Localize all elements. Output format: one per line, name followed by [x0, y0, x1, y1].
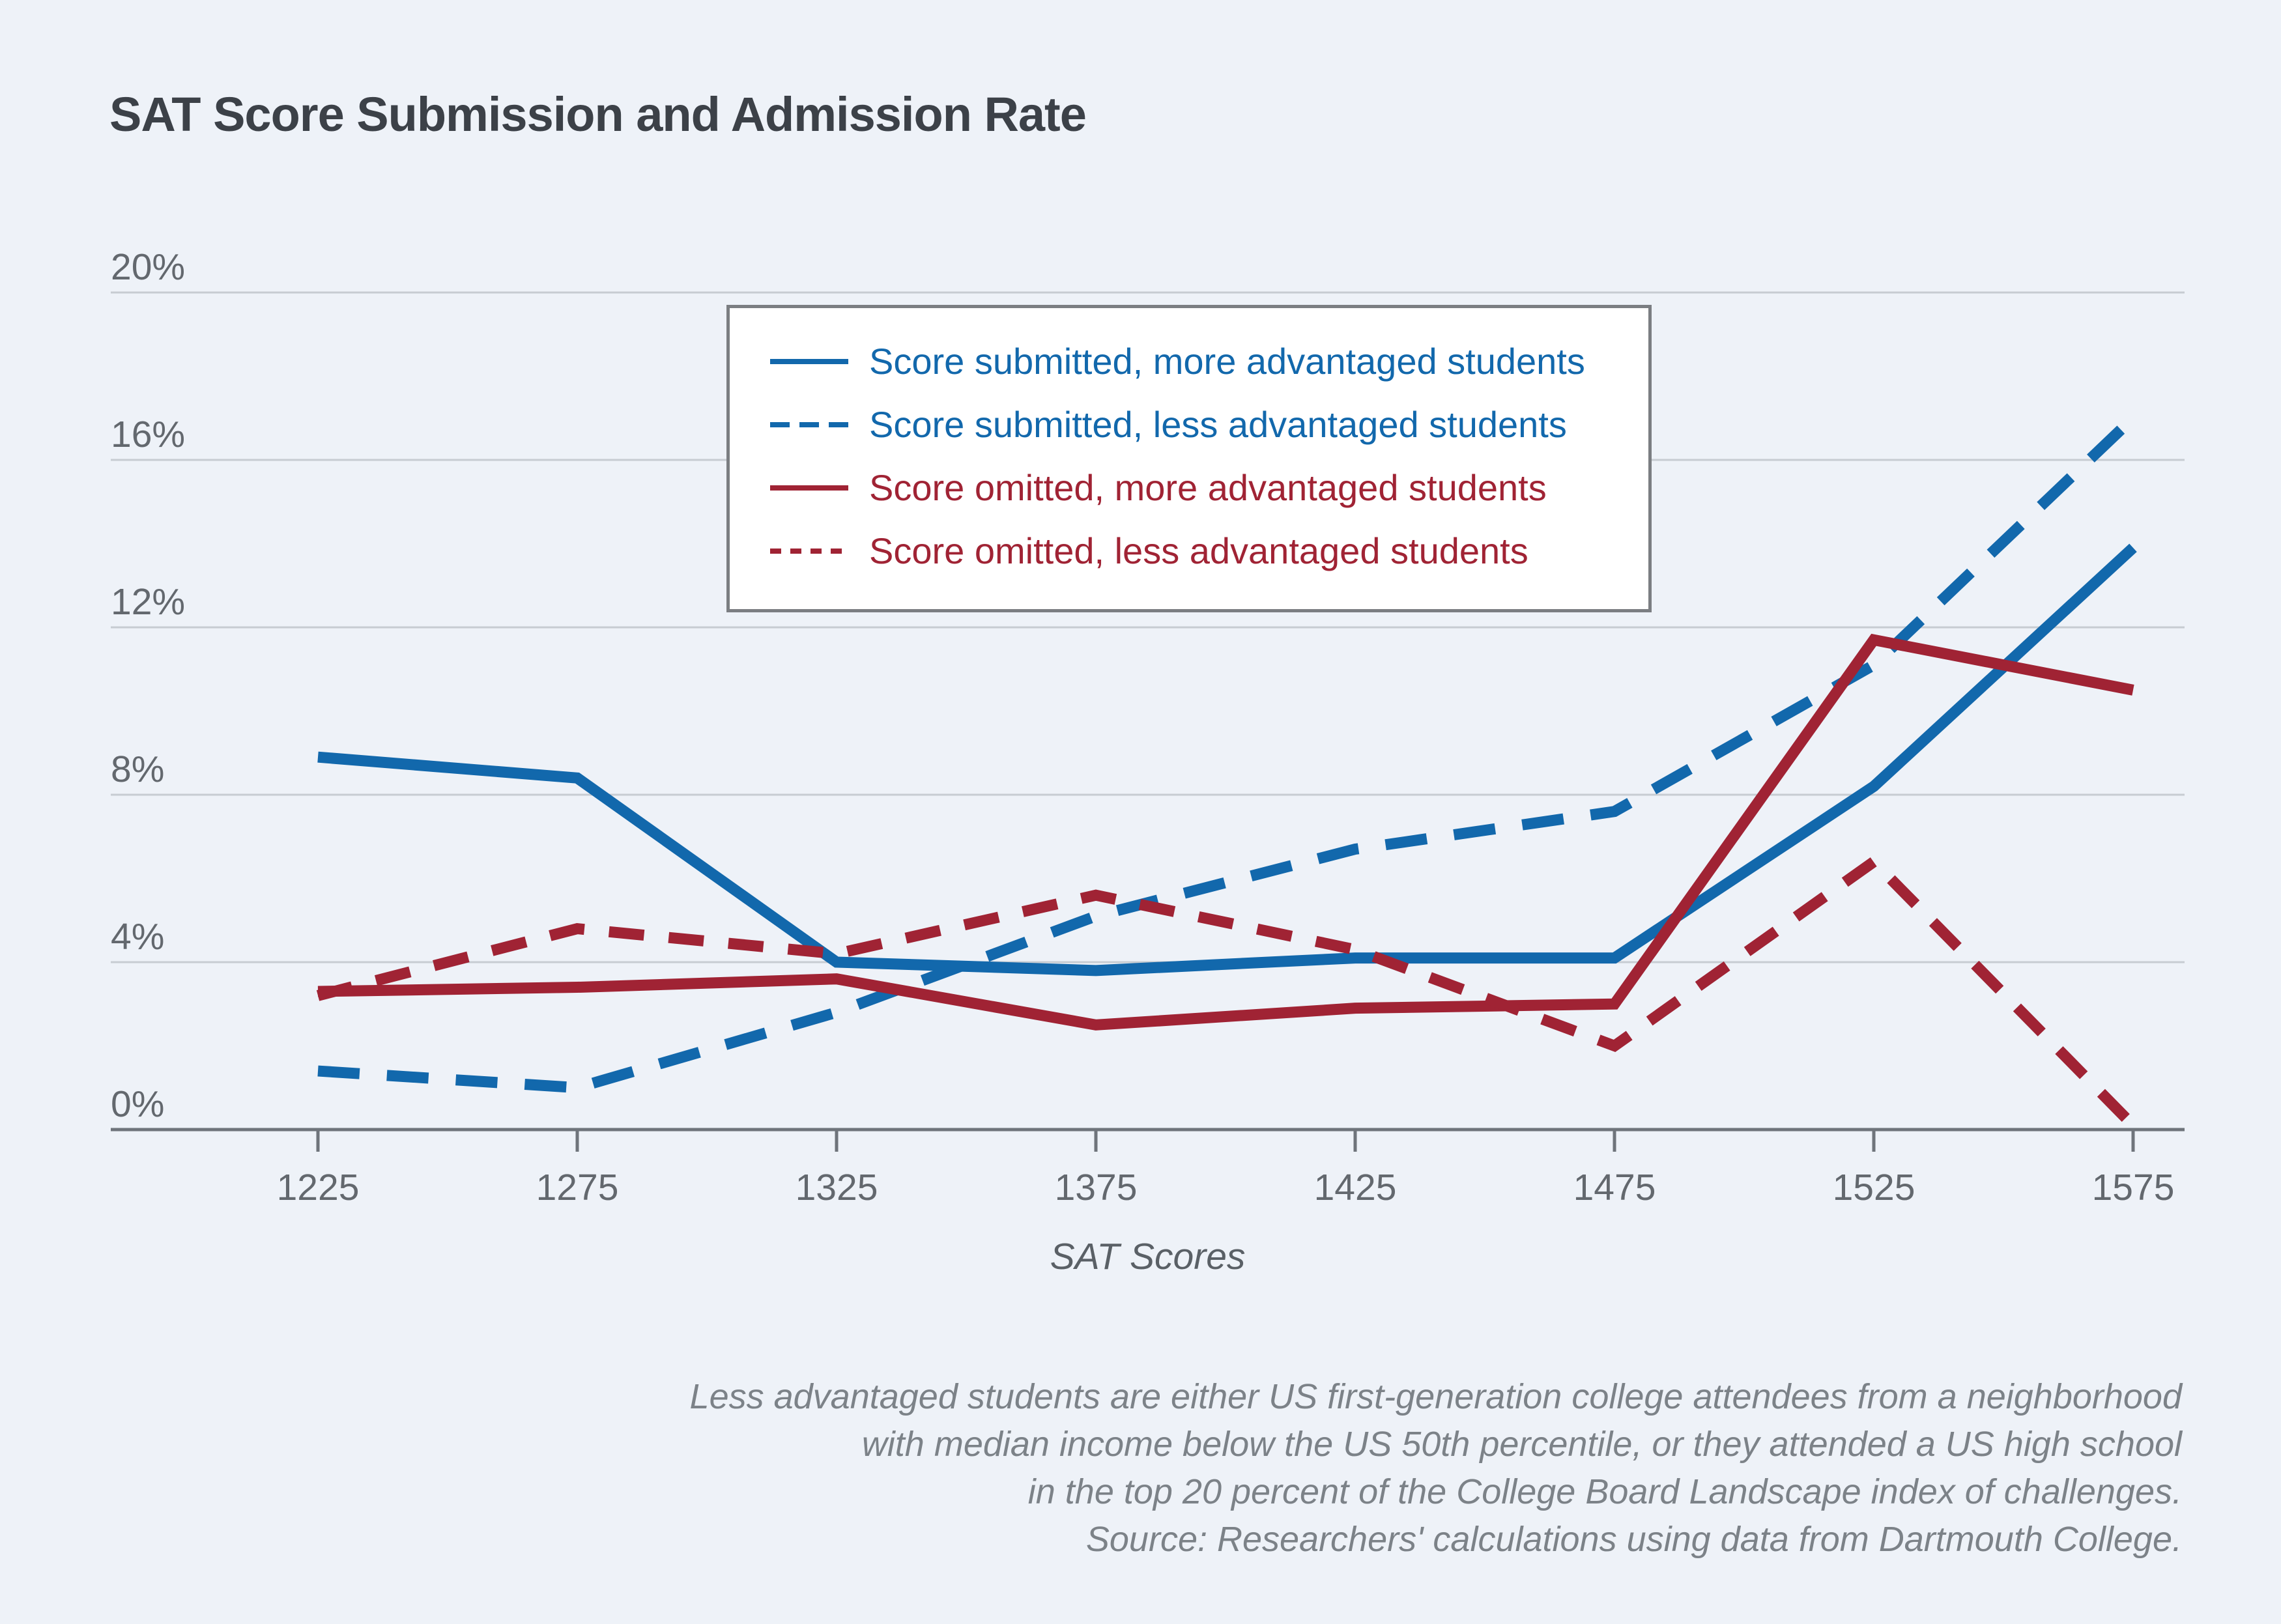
- footnote-line: with median income below the US 50th per…: [861, 1425, 2182, 1464]
- x-tick-label-1475: 1475: [1573, 1167, 1656, 1208]
- footnote-line: Less advantaged students are either US f…: [689, 1377, 2182, 1416]
- y-tick-label-8pct: 8%: [111, 748, 165, 790]
- legend-item-label: Score omitted, more advantaged students: [869, 467, 1547, 508]
- x-tick-label-1275: 1275: [536, 1167, 619, 1208]
- series-line-1: [317, 543, 2137, 976]
- series-line-3: [317, 633, 2134, 1031]
- x-tick-label-1575: 1575: [2091, 1167, 2175, 1208]
- y-tick-label-16pct: 16%: [111, 414, 186, 455]
- legend-item-1: Score submitted, more advantaged student…: [769, 330, 1648, 393]
- legend-item-3: Score omitted, more advantaged students: [769, 456, 1648, 519]
- x-tick-label-1375: 1375: [1054, 1167, 1138, 1208]
- x-axis-title: SAT Scores: [1050, 1236, 1246, 1277]
- footnote-line: Source: Researchers' calculations using …: [1085, 1520, 2182, 1559]
- y-tick-label-4pct: 4%: [111, 916, 165, 958]
- legend-solid-line-sample: [770, 485, 848, 491]
- series-line-2: [317, 414, 2137, 1094]
- chart-title: SAT Score Submission and Admission Rate: [109, 87, 1087, 141]
- legend-box: Score submitted, more advantaged student…: [726, 305, 1652, 612]
- y-tick-label-20pct: 20%: [111, 246, 186, 288]
- legend-item-2: Score submitted, less advantaged student…: [769, 393, 1648, 456]
- legend-dashed-line-sample: [770, 421, 848, 427]
- x-tick-label-1525: 1525: [1832, 1167, 1915, 1208]
- footnote-line: in the top 20 percent of the College Boa…: [1027, 1472, 2182, 1511]
- legend-dashed-line-sample: [770, 548, 848, 554]
- series-line-4: [316, 854, 2138, 1130]
- legend-item-label: Score submitted, less advantaged student…: [869, 404, 1567, 445]
- legend-item-label: Score omitted, less advantaged students: [869, 530, 1528, 571]
- legend-solid-line-sample: [770, 358, 848, 364]
- x-tick-label-1425: 1425: [1313, 1167, 1397, 1208]
- footnote: Less advantaged students are either US f…: [195, 1373, 2182, 1563]
- y-tick-label-12pct: 12%: [111, 581, 186, 623]
- legend-item-label: Score submitted, more advantaged student…: [869, 341, 1585, 382]
- y-tick-label-0pct: 0%: [111, 1083, 165, 1125]
- x-tick-label-1225: 1225: [276, 1167, 360, 1208]
- x-tick-label-1325: 1325: [795, 1167, 878, 1208]
- legend-item-4: Score omitted, less advantaged students: [769, 519, 1648, 582]
